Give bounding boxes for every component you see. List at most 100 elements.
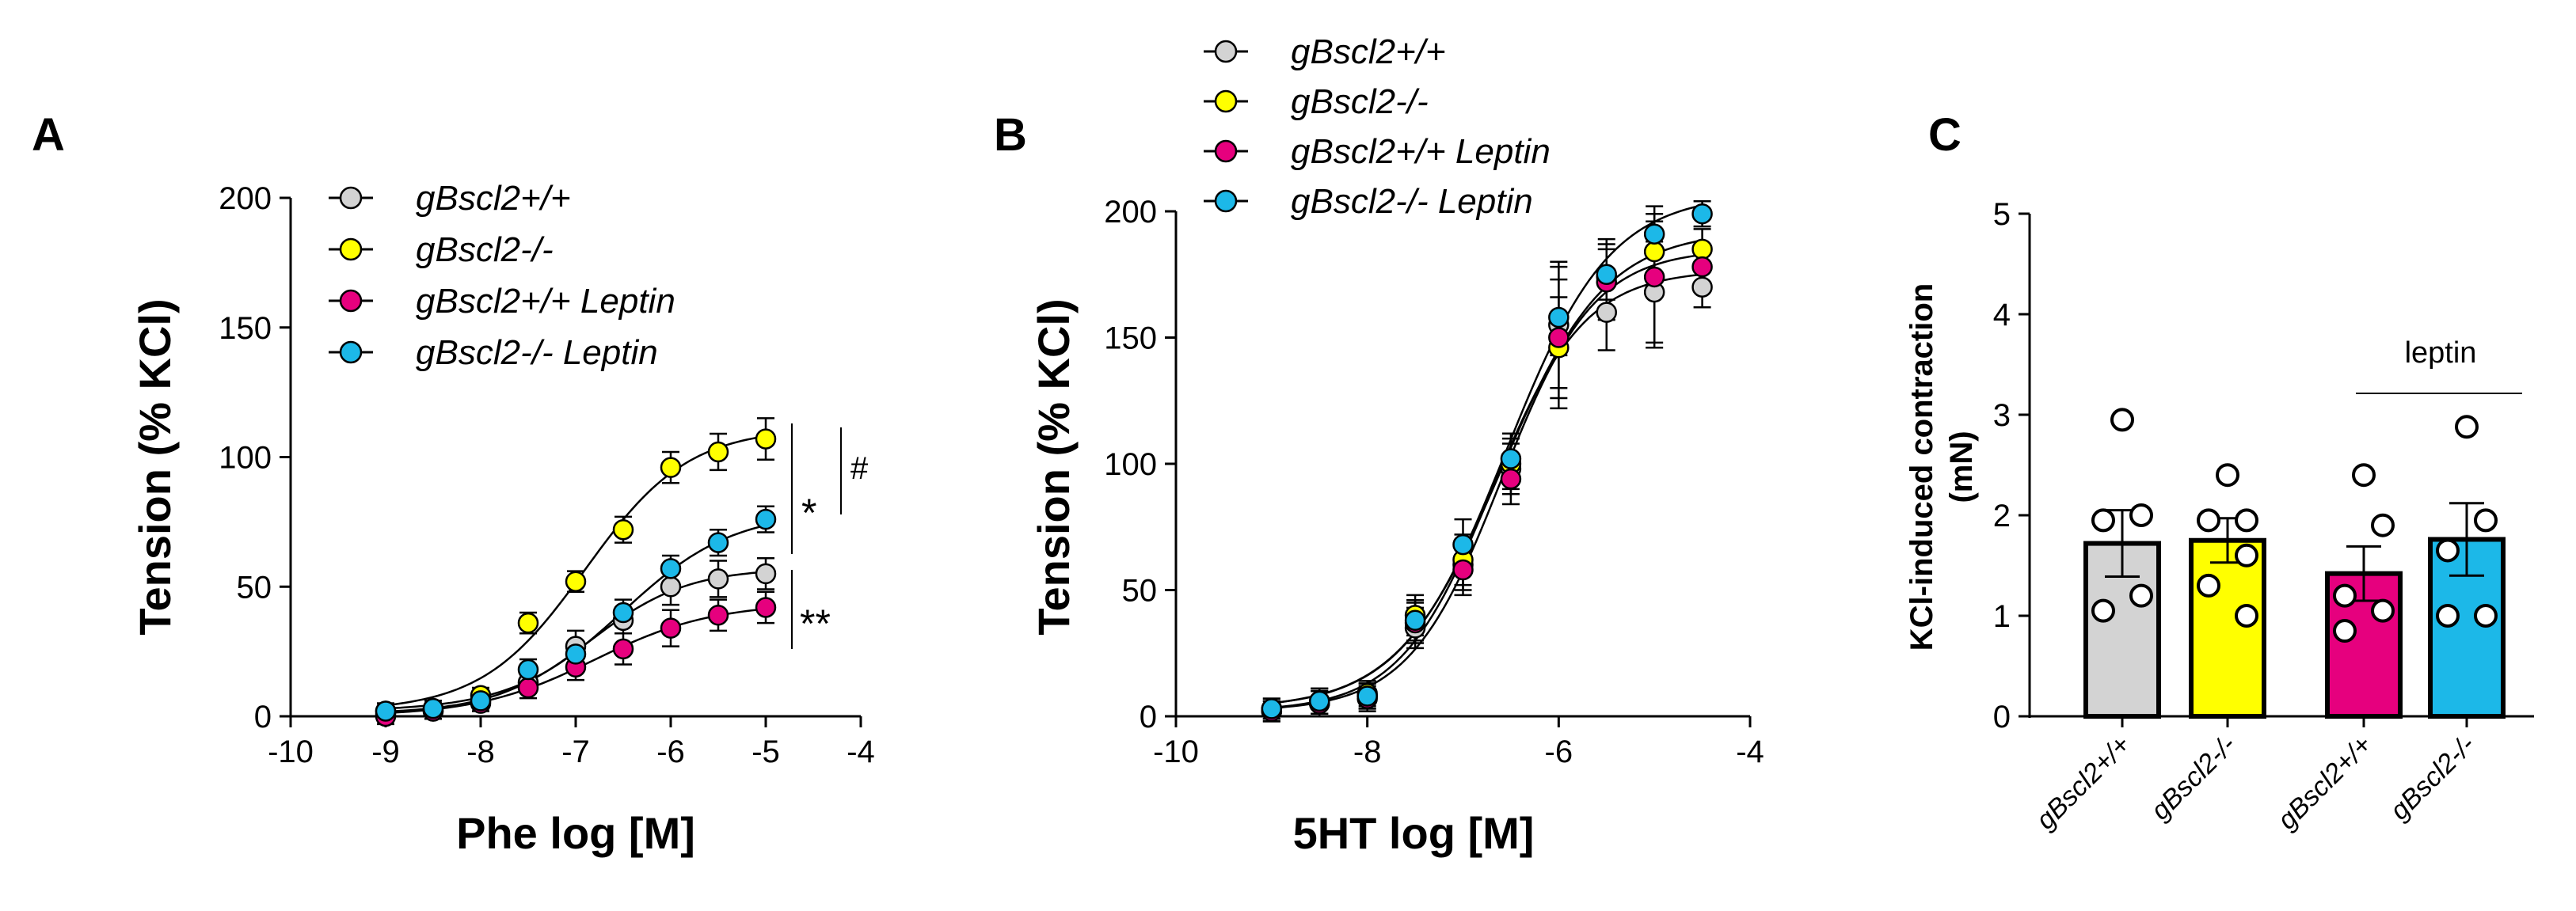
data-point	[1261, 698, 1283, 719]
data-point	[2235, 604, 2258, 628]
panel-a-letter: A	[32, 109, 65, 161]
data-point	[2436, 538, 2460, 563]
data-point	[612, 602, 634, 624]
data-point	[707, 568, 729, 590]
data-point	[1500, 448, 1522, 469]
legend-label: gBscl2+/+	[1291, 32, 1446, 71]
legend-marker	[339, 186, 363, 210]
data-point	[2110, 408, 2134, 432]
panel-b-xlabel: 5HT log [M]	[1293, 808, 1535, 858]
data-point	[2371, 598, 2395, 623]
x-tick-label: -8	[1353, 734, 1382, 769]
x-tick-label: -10	[268, 734, 314, 769]
data-point	[517, 612, 539, 634]
panel-c-ylabel-line2: (mN)	[1944, 431, 1979, 503]
y-tick-label: 200	[1104, 195, 1157, 230]
y-tick-label: 50	[237, 570, 272, 605]
data-point	[1548, 306, 1570, 328]
data-point	[2197, 573, 2220, 598]
data-point	[2333, 619, 2357, 643]
x-tick-label: gBscl2+/+	[2272, 730, 2378, 836]
data-point	[422, 697, 444, 719]
fit-curve	[1271, 204, 1703, 704]
x-tick-label: -10	[1153, 734, 1199, 769]
data-point	[755, 508, 777, 530]
panel-c-letter: C	[1928, 109, 1961, 161]
y-tick-label: 5	[1993, 197, 2011, 232]
x-tick-label: gBscl2-/-	[2145, 730, 2242, 826]
data-point	[2333, 583, 2357, 608]
data-point	[1643, 266, 1665, 288]
data-point	[660, 457, 682, 478]
data-point	[2352, 463, 2376, 488]
x-tick-label: -8	[466, 734, 495, 769]
fit-curve	[1271, 239, 1703, 704]
y-tick-label: 200	[219, 181, 272, 216]
data-point	[1691, 256, 1713, 278]
panel-a-ylabel: Tension (% KCl)	[130, 298, 180, 635]
x-tick-label: -4	[1736, 734, 1764, 769]
legend-marker	[339, 237, 363, 261]
data-point	[1691, 238, 1713, 260]
legend-label: gBscl2-/- Leptin	[1291, 182, 1533, 221]
stat-star: *	[801, 491, 816, 535]
panel-a-legend: gBscl2+/+ gBscl2-/- gBscl2+/+ Leptin gBscl2…	[329, 179, 675, 372]
data-point	[2474, 508, 2498, 533]
leptin-group-label: leptin	[2405, 336, 2477, 370]
data-point	[565, 571, 587, 592]
data-point	[660, 576, 682, 598]
data-point	[2216, 463, 2239, 488]
legend-label: gBscl2-/- Leptin	[416, 333, 658, 372]
fit-curve	[1271, 273, 1703, 709]
legend-label: gBscl2-/-	[1291, 82, 1429, 121]
data-point	[2235, 543, 2258, 567]
panel-b-axes: 0 50 100 150 200 -10 -8 -6 -4	[1104, 195, 1764, 769]
x-tick-label: -6	[656, 734, 685, 769]
data-point	[1500, 468, 1522, 490]
data-point	[1643, 223, 1665, 245]
y-tick-label: 3	[1993, 398, 2011, 433]
data-point	[755, 563, 777, 585]
legend-marker	[1214, 139, 1238, 163]
x-tick-label: gBscl2-/-	[2384, 730, 2481, 826]
data-point	[1596, 302, 1617, 323]
data-point	[1356, 685, 1378, 707]
y-tick-label: 0	[1140, 700, 1157, 734]
data-point	[1548, 327, 1570, 348]
stat-hash: #	[850, 451, 869, 486]
legend-marker	[1214, 40, 1238, 63]
bar	[2189, 537, 2266, 719]
data-point	[1452, 533, 1474, 556]
legend-marker	[1214, 89, 1238, 113]
legend-label: gBscl2+/+	[416, 179, 571, 218]
y-tick-label: 0	[1993, 700, 2011, 734]
y-tick-label: 150	[1104, 321, 1157, 356]
data-point	[2474, 604, 2498, 628]
y-tick-label: 0	[254, 700, 272, 734]
data-point	[660, 558, 682, 579]
y-tick-label: 100	[1104, 447, 1157, 482]
y-tick-label: 1	[1993, 599, 2011, 634]
data-point	[517, 659, 539, 681]
x-tick-label: -7	[561, 734, 590, 769]
data-point	[707, 605, 729, 626]
panel-b-ylabel: Tension (% KCl)	[1029, 298, 1079, 635]
data-point	[660, 617, 682, 639]
data-point	[707, 441, 729, 463]
panel-a-series	[375, 417, 777, 727]
legend-label: gBscl2-/-	[416, 230, 554, 269]
data-point	[565, 643, 587, 665]
panel-b-legend: gBscl2+/+ gBscl2-/- gBscl2+/+ Leptin gBscl2…	[1204, 32, 1551, 221]
data-point	[1643, 241, 1665, 263]
data-point	[2455, 415, 2479, 439]
data-point	[707, 532, 729, 553]
y-tick-label: 100	[219, 441, 272, 476]
x-tick-label: -4	[847, 734, 875, 769]
data-point	[1691, 276, 1713, 298]
data-point	[2129, 503, 2153, 527]
data-point	[2197, 508, 2220, 533]
data-point	[2091, 508, 2115, 533]
